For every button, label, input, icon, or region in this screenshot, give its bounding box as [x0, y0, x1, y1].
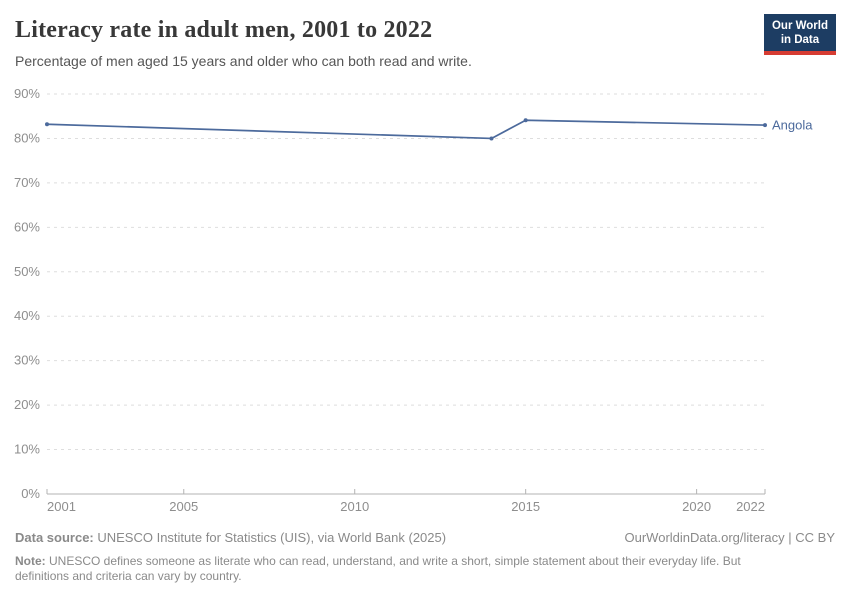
x-axis-tick-label: 2010	[340, 499, 369, 514]
y-axis-tick-label: 30%	[14, 353, 40, 368]
x-axis-tick-label: 2022	[736, 499, 765, 514]
data-point-marker[interactable]	[523, 118, 528, 123]
footnote-value: UNESCO defines someone as literate who c…	[15, 554, 741, 583]
chart-subtitle: Percentage of men aged 15 years and olde…	[15, 53, 472, 69]
y-axis-tick-label: 90%	[14, 86, 40, 101]
data-source-label: Data source:	[15, 530, 94, 545]
y-axis-tick-label: 80%	[14, 130, 40, 145]
footnote-label: Note:	[15, 554, 46, 568]
owid-logo: Our World in Data	[763, 14, 836, 55]
y-axis-tick-label: 40%	[14, 308, 40, 323]
data-point-marker[interactable]	[489, 136, 494, 141]
y-axis-tick-label: 10%	[14, 442, 40, 457]
y-axis-tick-label: 70%	[14, 175, 40, 190]
x-axis-tick-label: 2015	[511, 499, 540, 514]
data-source-value: UNESCO Institute for Statistics (UIS), v…	[93, 530, 447, 545]
logo-line2: in Data	[780, 34, 820, 46]
footnote: Note: UNESCO defines someone as literate…	[15, 554, 773, 583]
series-line[interactable]	[46, 119, 766, 140]
y-axis-tick-label: 20%	[14, 397, 40, 412]
data-source: Data source: UNESCO Institute for Statis…	[15, 530, 446, 546]
y-axis-tick-label: 50%	[14, 264, 40, 279]
data-point-marker[interactable]	[763, 123, 767, 128]
x-axis-tick-label: 2001	[47, 499, 76, 514]
chart-footer: Data source: UNESCO Institute for Statis…	[15, 530, 835, 583]
y-axis-tick-label: 0%	[21, 486, 40, 501]
data-point-marker[interactable]	[45, 122, 49, 127]
attribution-link[interactable]: OurWorldinData.org/literacy | CC BY	[624, 530, 835, 545]
chart-title: Literacy rate in adult men, 2001 to 2022	[15, 17, 433, 43]
chart-header: Literacy rate in adult men, 2001 to 2022…	[0, 0, 850, 70]
x-axis-tick-label: 2020	[682, 499, 711, 514]
logo-line1: Our World	[771, 20, 828, 32]
x-axis-tick-label: 2005	[169, 499, 198, 514]
y-axis-tick-label: 60%	[14, 219, 40, 234]
series-label[interactable]: Angola	[772, 118, 813, 133]
